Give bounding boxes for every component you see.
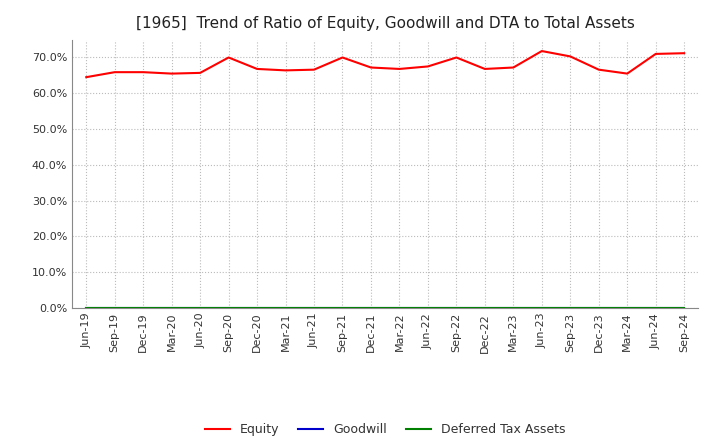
Equity [282,68,290,73]
Deferred Tax Assets [395,305,404,311]
Line: Equity: Equity [86,51,684,77]
Deferred Tax Assets [480,305,489,311]
Deferred Tax Assets [595,305,603,311]
Equity [566,54,575,59]
Goodwill [595,305,603,311]
Deferred Tax Assets [225,305,233,311]
Equity [167,71,176,76]
Equity [139,70,148,75]
Deferred Tax Assets [366,305,375,311]
Goodwill [366,305,375,311]
Deferred Tax Assets [167,305,176,311]
Deferred Tax Assets [196,305,204,311]
Goodwill [139,305,148,311]
Goodwill [480,305,489,311]
Goodwill [395,305,404,311]
Equity [537,48,546,54]
Deferred Tax Assets [423,305,432,311]
Deferred Tax Assets [310,305,318,311]
Legend: Equity, Goodwill, Deferred Tax Assets: Equity, Goodwill, Deferred Tax Assets [200,418,570,440]
Goodwill [167,305,176,311]
Deferred Tax Assets [110,305,119,311]
Goodwill [282,305,290,311]
Goodwill [623,305,631,311]
Deferred Tax Assets [623,305,631,311]
Deferred Tax Assets [680,305,688,311]
Equity [680,51,688,56]
Goodwill [338,305,347,311]
Title: [1965]  Trend of Ratio of Equity, Goodwill and DTA to Total Assets: [1965] Trend of Ratio of Equity, Goodwil… [136,16,634,32]
Equity [595,67,603,72]
Deferred Tax Assets [338,305,347,311]
Deferred Tax Assets [282,305,290,311]
Equity [509,65,518,70]
Goodwill [509,305,518,311]
Equity [623,71,631,76]
Deferred Tax Assets [537,305,546,311]
Goodwill [566,305,575,311]
Goodwill [537,305,546,311]
Goodwill [82,305,91,311]
Goodwill [652,305,660,311]
Goodwill [196,305,204,311]
Equity [225,55,233,60]
Equity [253,66,261,72]
Goodwill [110,305,119,311]
Goodwill [310,305,318,311]
Equity [110,70,119,75]
Equity [82,74,91,80]
Goodwill [225,305,233,311]
Deferred Tax Assets [566,305,575,311]
Equity [480,66,489,72]
Deferred Tax Assets [509,305,518,311]
Deferred Tax Assets [452,305,461,311]
Deferred Tax Assets [652,305,660,311]
Equity [452,55,461,60]
Deferred Tax Assets [82,305,91,311]
Deferred Tax Assets [253,305,261,311]
Equity [310,67,318,72]
Equity [338,55,347,60]
Goodwill [452,305,461,311]
Equity [196,70,204,76]
Equity [366,65,375,70]
Deferred Tax Assets [139,305,148,311]
Goodwill [253,305,261,311]
Equity [395,66,404,72]
Goodwill [423,305,432,311]
Goodwill [680,305,688,311]
Equity [423,64,432,69]
Equity [652,51,660,57]
